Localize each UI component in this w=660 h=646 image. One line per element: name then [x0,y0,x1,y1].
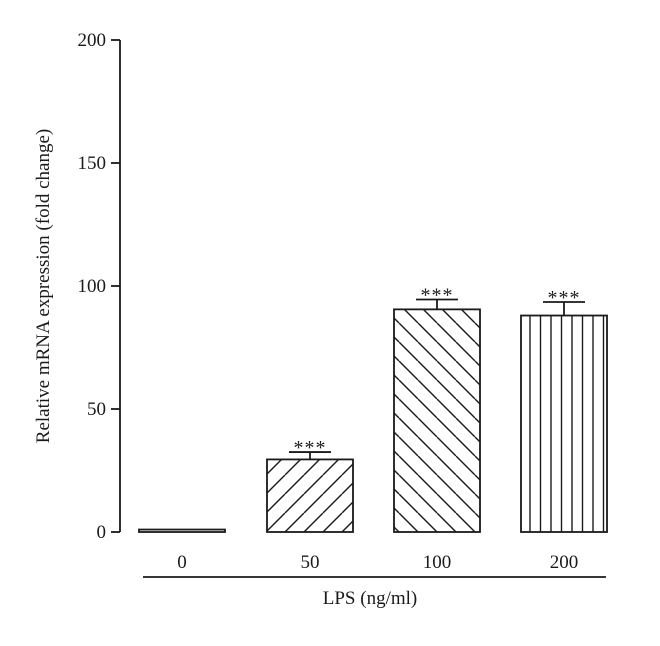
x-tick-label: 0 [177,552,187,573]
x-tick-label: 50 [301,552,320,573]
x-tick-label: 200 [550,552,579,573]
y-axis-label: Relative mRNA expression (fold change) [33,129,54,443]
bar-0 [138,528,226,533]
x-tick-label: 100 [423,552,452,573]
y-tick-label: 150 [78,153,107,174]
significance-marker: *** [421,285,454,307]
y-ticks: 0 50 100 150 200 [78,30,120,543]
y-tick-label: 100 [78,276,107,297]
y-tick-label: 50 [87,399,106,420]
significance-marker: *** [548,287,581,309]
bars: *** *** *** [138,285,608,533]
y-tick-label: 0 [97,522,107,543]
x-axis-label: LPS (ng/ml) [323,588,417,609]
x-tick-labels: 0 50 100 200 [177,552,578,573]
bar-100 [393,308,481,533]
bar-50 [266,458,354,533]
significance-marker: *** [294,437,327,459]
y-tick-label: 200 [78,30,107,51]
bar-200 [520,314,608,533]
